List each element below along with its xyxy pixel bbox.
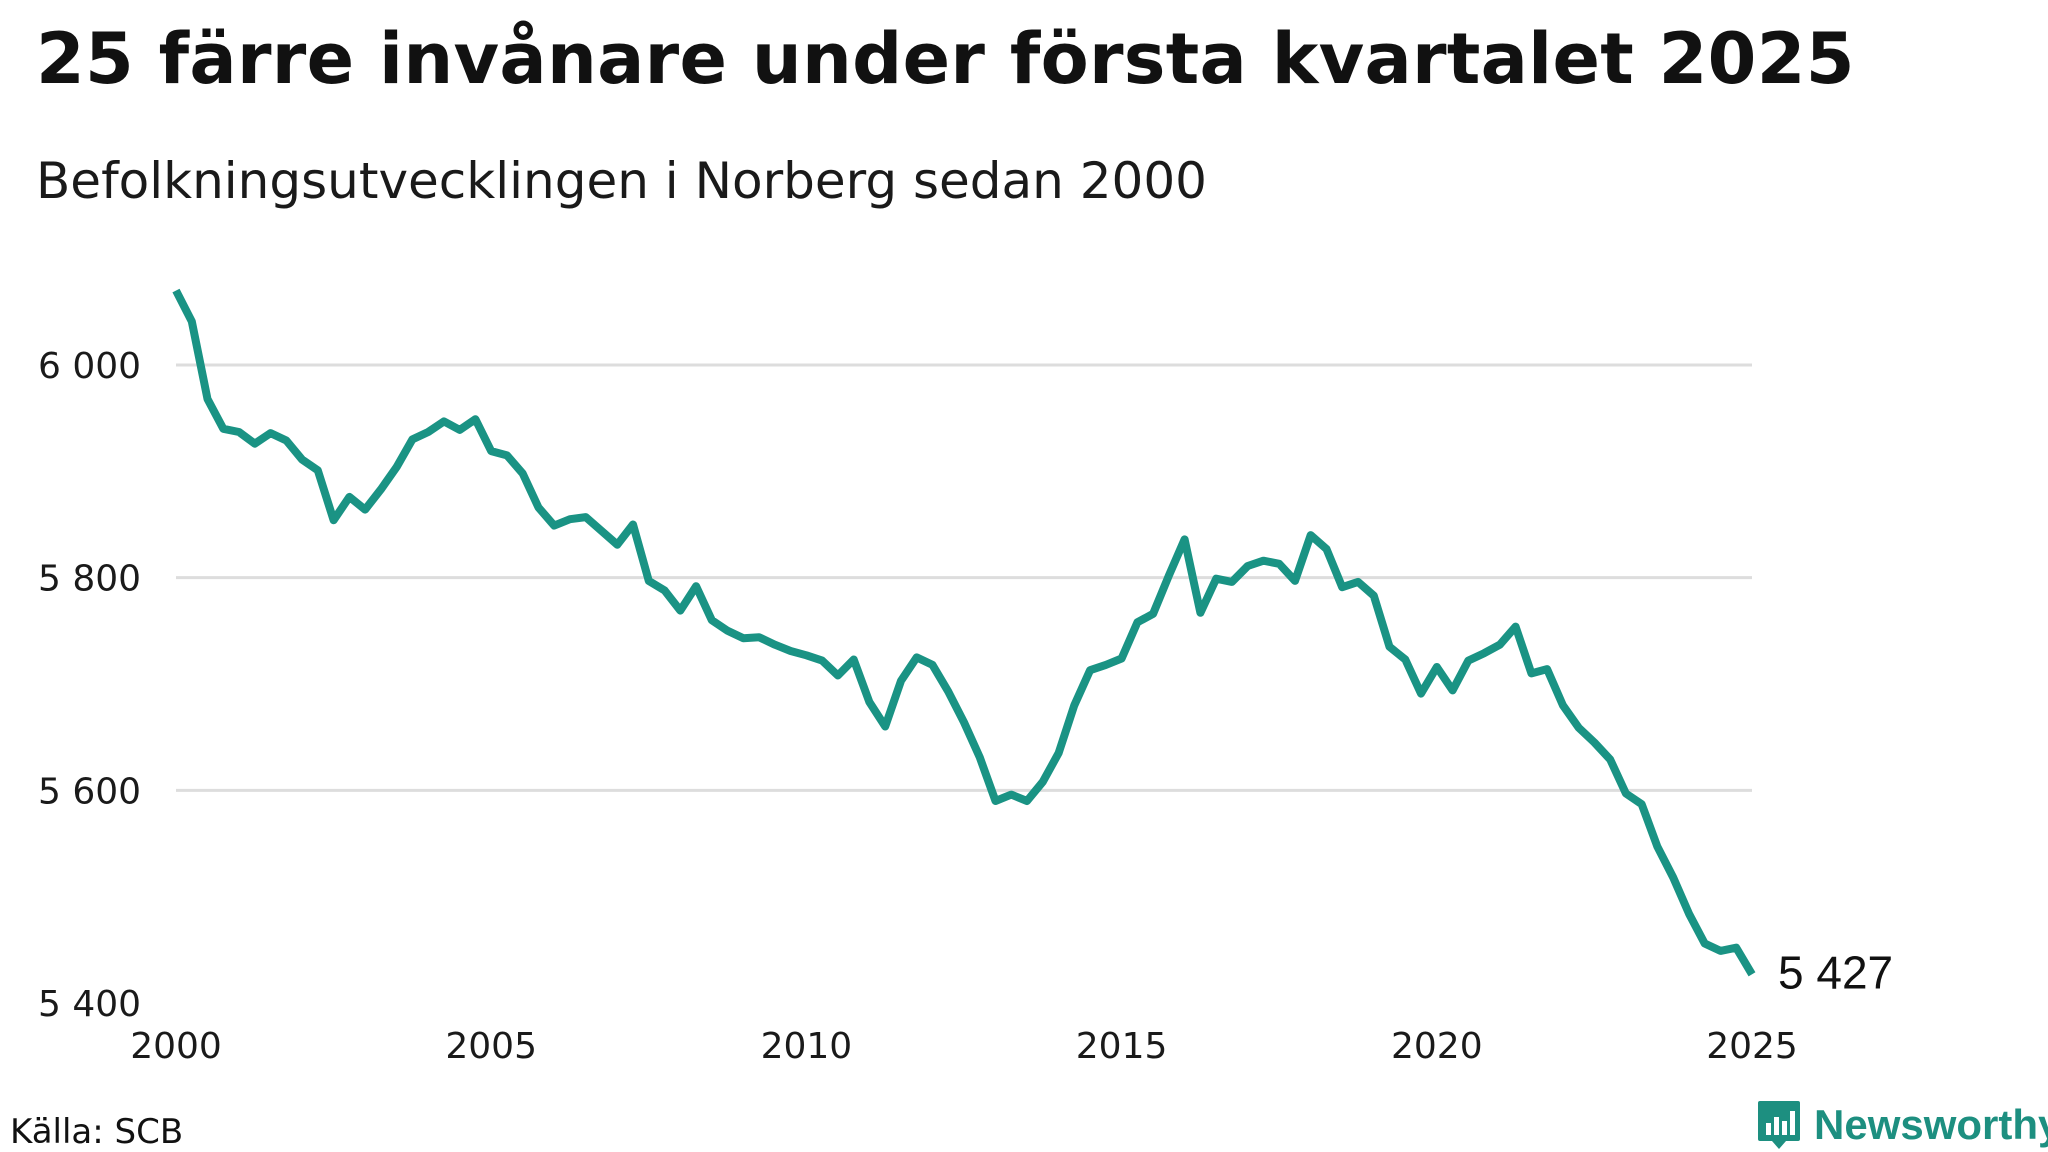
chart-subtitle: Befolkningsutvecklingen i Norberg sedan … [36,152,1207,210]
x-tick-label: 2020 [1391,1026,1483,1067]
last-value-label: 5 427 [1778,946,1893,998]
source-note: Källa: SCB [10,1112,184,1152]
gridlines [176,363,1752,792]
y-axis-ticks: 5 400 5 600 5 800 6 000 [38,346,141,1025]
y-tick-label: 6 000 [38,346,141,387]
x-tick-label: 2015 [1076,1026,1168,1067]
x-axis-ticks: 2000 2005 2010 2015 2020 2025 [130,1026,1798,1067]
x-tick-label: 2005 [445,1026,537,1067]
x-tick-label: 2010 [761,1026,853,1067]
chart-title: 25 färre invånare under första kvartalet… [36,18,1855,100]
x-tick-label: 2000 [130,1026,222,1067]
series-line [172,288,1756,977]
brand: Newsworthy [1756,1099,2048,1151]
brand-name: Newsworthy [1814,1101,2048,1148]
y-tick-label: 5 800 [38,559,141,600]
newsworthy-logo-icon [1758,1101,1800,1149]
y-tick-label: 5 600 [38,771,141,812]
series-lines [172,288,1756,977]
x-tick-label: 2025 [1706,1026,1798,1067]
y-tick-label: 5 400 [38,984,141,1025]
